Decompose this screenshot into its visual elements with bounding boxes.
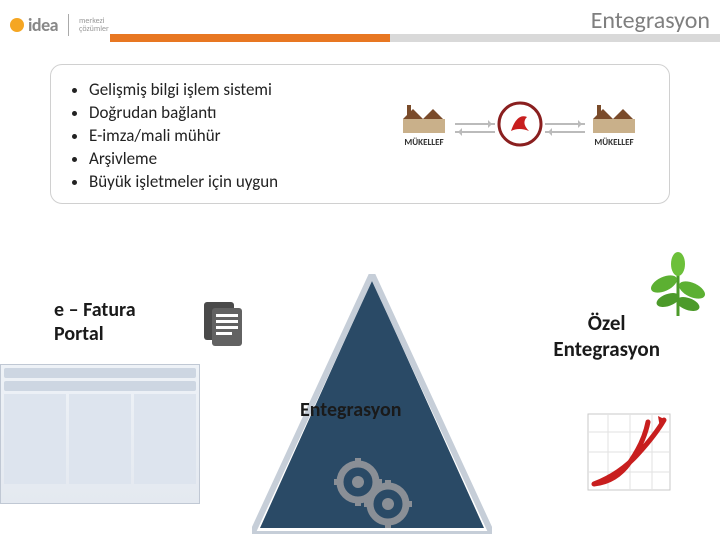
ozel-entegrasyon-label: Özel Entegrasyon xyxy=(553,310,660,362)
documents-icon xyxy=(198,296,254,352)
logo: idea merkezi çözümler xyxy=(10,14,109,36)
bullet-item: Gelişmiş bilgi işlem sistemi xyxy=(89,79,278,102)
logo-subtext: merkezi çözümler xyxy=(79,17,109,33)
entegrasyon-center-label: Entegrasyon xyxy=(300,398,402,422)
portal-label: e – Fatura Portal xyxy=(54,298,136,346)
factory-right-label: MÜKELLEF xyxy=(579,137,649,148)
growth-chart-icon xyxy=(586,412,672,492)
arrow-icon xyxy=(455,123,495,125)
center-badge-icon xyxy=(497,101,543,147)
integration-diagram: MÜKELLEF MÜKELLEF xyxy=(389,85,649,185)
header: idea merkezi çözümler Entegrasyon xyxy=(0,0,720,50)
factory-left-label: MÜKELLEF xyxy=(389,137,459,148)
bullet-item: Doğrudan bağlantı xyxy=(89,102,278,125)
logo-text: idea xyxy=(28,14,58,36)
page-title: Entegrasyon xyxy=(591,6,710,35)
arrow-icon xyxy=(545,131,585,133)
title-underline xyxy=(110,34,720,42)
arrow-icon xyxy=(455,131,495,133)
logo-dot-icon xyxy=(10,18,24,32)
bullet-item: Büyük işletmeler için uygun xyxy=(89,171,278,194)
bullet-item: Arşivleme xyxy=(89,148,278,171)
gears-icon xyxy=(326,454,426,534)
logo-separator xyxy=(68,14,69,36)
portal-screenshot-icon xyxy=(0,364,200,504)
feature-bullet-list: Gelişmiş bilgi işlem sistemi Doğrudan ba… xyxy=(69,79,278,189)
arrow-icon xyxy=(545,123,585,125)
factory-right-icon: MÜKELLEF xyxy=(579,101,649,148)
bullet-item: E-imza/mali mühür xyxy=(89,125,278,148)
factory-left-icon: MÜKELLEF xyxy=(389,101,459,148)
methods-area: e – Fatura Portal Özel Entegrasyon Enteg… xyxy=(0,280,720,530)
feature-card: Gelişmiş bilgi işlem sistemi Doğrudan ba… xyxy=(50,64,670,204)
